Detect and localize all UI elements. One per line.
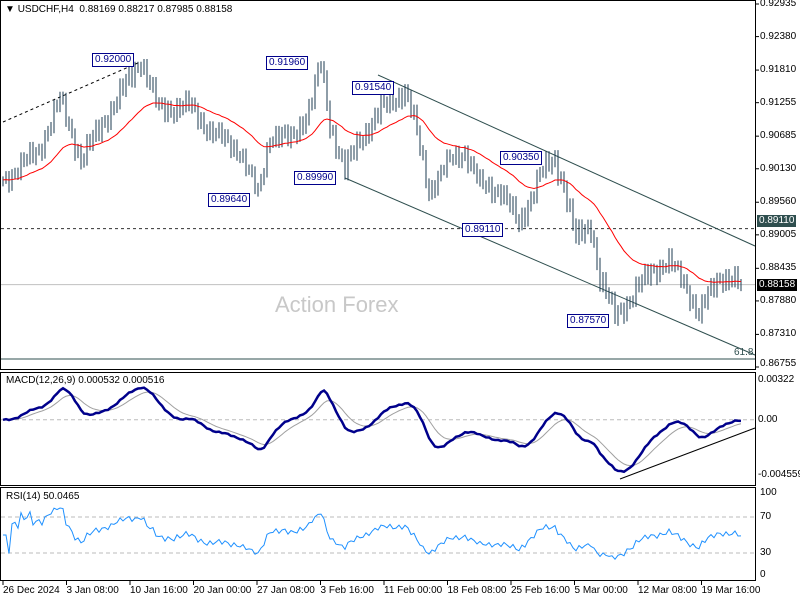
macd-axis-label: -0.004559 [758, 469, 800, 480]
channel-upper-line [377, 74, 756, 247]
main-panel-frame [0, 0, 756, 370]
macd-trendline [619, 427, 756, 480]
chart-header: ▼ USDCHF,H4 0.88169 0.88217 0.87985 0.88… [5, 4, 232, 16]
time-axis-label: 10 Jan 16:00 [130, 585, 188, 596]
high-value: 0.88217 [118, 4, 155, 15]
collapse-triangle-icon[interactable]: ▼ [5, 4, 15, 15]
annotation-high: 0.90350 [500, 151, 543, 165]
current-price-tag: 0.88158 [757, 278, 798, 291]
rsi-axis-label: 100 [760, 487, 777, 498]
annotation-high: 0.92000 [92, 53, 135, 67]
price-axis-label: 0.92380 [760, 30, 797, 42]
annotation-low: 0.89640 [208, 193, 251, 207]
time-axis-label: 18 Feb 08:00 [447, 585, 507, 596]
open-value: 0.88169 [79, 4, 116, 15]
channel-lower-line [344, 177, 756, 356]
macd-axis-label: 0.00322 [758, 374, 795, 385]
rsi-axis-label: 30 [760, 547, 772, 558]
price-axis-label: 0.91810 [760, 64, 797, 76]
time-axis-label: 3 Feb 16:00 [320, 585, 374, 596]
price-axis-label: 0.90685 [760, 130, 797, 142]
macd-axis-label: 0.00 [758, 413, 778, 425]
time-axis-label: 3 Jan 08:00 [66, 585, 119, 596]
rsi-title: RSI(14) 50.0465 [6, 491, 80, 502]
watermark: Action Forex [275, 292, 399, 317]
fib-label: 61.8 [734, 347, 754, 358]
level-price-tag: 0.89110 [757, 214, 797, 227]
annotation-low: 0.89990 [294, 171, 337, 185]
moving-average-line [2, 102, 742, 283]
rsi-axis-label: 0 [760, 569, 766, 580]
annotation-high: 0.91960 [266, 56, 309, 70]
symbol-label: USDCHF,H4 [17, 4, 74, 15]
low-value: 0.87985 [157, 4, 194, 15]
price-axis-label: 0.89005 [760, 228, 797, 240]
price-axis-label: 0.86755 [760, 358, 797, 369]
price-axis-label: 0.87880 [760, 294, 797, 306]
rsi-line [3, 507, 742, 560]
price-axis-label: 0.90130 [760, 162, 797, 174]
rsi-axis-label: 70 [760, 511, 772, 522]
time-axis-label: 26 Dec 2024 [3, 585, 60, 596]
price-axis-label: 0.91255 [760, 96, 797, 108]
time-axis-label: 12 Mar 08:00 [638, 585, 697, 596]
rsi-panel-frame [0, 487, 756, 581]
annotation-high: 0.91540 [352, 81, 395, 95]
price-axis-label: 0.88435 [760, 262, 797, 274]
price-axis-label: 0.92935 [760, 0, 797, 9]
time-axis-label: 27 Jan 08:00 [257, 585, 315, 596]
price-axis-label: 0.87310 [760, 328, 797, 340]
macd-line [2, 386, 742, 474]
close-value: 0.88158 [196, 4, 233, 15]
time-axis-label: 5 Mar 00:00 [574, 585, 628, 596]
time-axis-label: 11 Feb 00:00 [384, 585, 443, 596]
annotation-low: 0.89110 [462, 223, 504, 237]
trendline-dashed [2, 61, 141, 123]
macd-title: MACD(12,26,9) 0.000532 0.000516 [6, 375, 165, 386]
time-axis-label: 25 Feb 16:00 [511, 585, 570, 596]
time-axis-label: 19 Mar 16:00 [701, 585, 761, 596]
annotation-low: 0.87570 [567, 314, 610, 328]
macd-panel-frame [0, 372, 756, 486]
price-axis-label: 0.89560 [760, 196, 797, 208]
macd-signal-line [2, 391, 742, 467]
time-axis-label: 20 Jan 00:00 [193, 585, 252, 596]
